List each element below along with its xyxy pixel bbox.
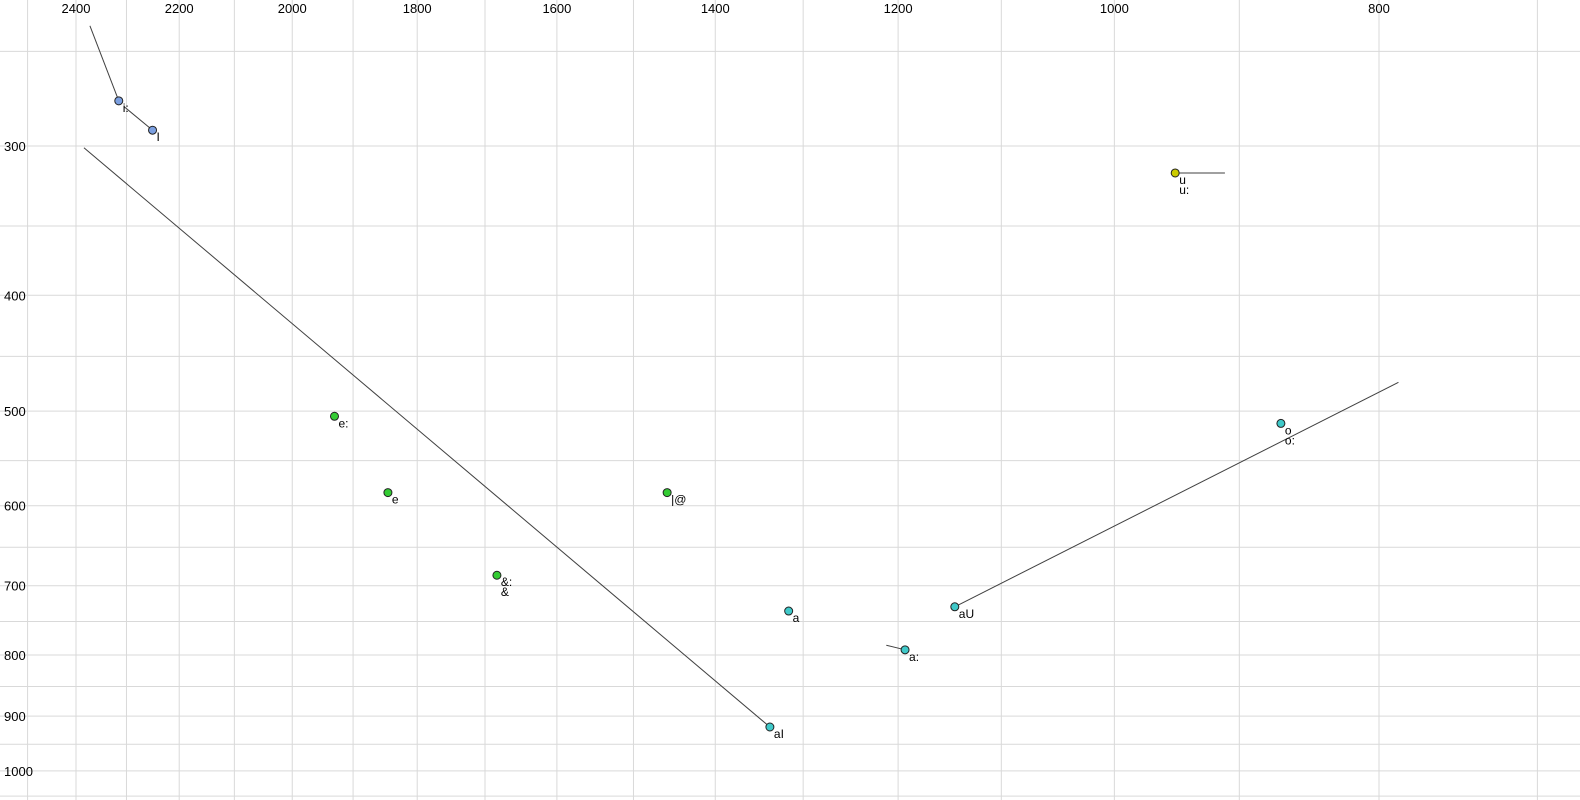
vowel-label-schwa: |@ [671, 493, 686, 507]
vowel-label-a: a [793, 611, 800, 625]
vowel-point-a-long[interactable] [900, 645, 910, 655]
y-axis-tick-label: 300 [4, 139, 26, 154]
vowel-label-e-long: e: [338, 416, 348, 430]
vowel-point-a[interactable] [784, 606, 794, 616]
vowel-point-o[interactable] [1276, 418, 1286, 428]
vowel-label-e: e [392, 493, 399, 507]
vowel-label-aI: aI [774, 727, 784, 741]
vowel-label-u-1: u: [1179, 183, 1189, 197]
y-axis-tick-label: 500 [4, 404, 26, 419]
vowel-point-u[interactable] [1170, 168, 1180, 178]
trajectory-line-aI [83, 147, 771, 728]
vowel-point-aU[interactable] [950, 602, 960, 612]
vowel-point-e-long[interactable] [329, 411, 339, 421]
vowel-label-i-long: i: [123, 101, 129, 115]
vowel-label-ae: &: [501, 575, 512, 589]
vowel-label-aU: aU [959, 607, 974, 621]
vowel-point-i-long[interactable] [114, 96, 124, 106]
vowel-label-o-1: o: [1285, 433, 1295, 447]
y-axis-tick-label: 400 [4, 288, 26, 303]
y-axis-tick-label: 1000 [4, 764, 33, 779]
y-axis-tick-label: 800 [4, 648, 26, 663]
vowel-label-o: o [1285, 423, 1292, 437]
y-axis-tick-label: 600 [4, 499, 26, 514]
x-axis-tick-label: 2000 [278, 1, 307, 16]
vowel-point-ae[interactable] [492, 570, 502, 580]
x-axis-tick-label: 800 [1368, 1, 1390, 16]
y-axis-tick-label: 900 [4, 709, 26, 724]
trajectory-line-I [123, 106, 153, 131]
x-axis-tick-label: 1800 [403, 1, 432, 16]
x-axis-tick-label: 2200 [165, 1, 194, 16]
trajectory-line-aU [954, 381, 1399, 608]
vowel-point-I[interactable] [148, 125, 158, 135]
x-axis-tick-label: 2400 [62, 1, 91, 16]
vowel-label-I: I [157, 130, 160, 144]
x-axis-tick-label: 1400 [701, 1, 730, 16]
trajectory-line-i-long [89, 25, 120, 102]
x-axis-tick-label: 1600 [542, 1, 571, 16]
x-axis-tick-label: 1000 [1100, 1, 1129, 16]
vowel-point-schwa[interactable] [662, 488, 672, 498]
vowel-label-u: u [1179, 173, 1186, 187]
vowel-label-ae-1: & [501, 585, 509, 599]
y-axis-tick-label: 700 [4, 579, 26, 594]
x-axis-tick-label: 1200 [884, 1, 913, 16]
vowel-point-e[interactable] [383, 488, 393, 498]
vowel-point-aI[interactable] [765, 722, 775, 732]
vowel-label-a-long: a: [909, 650, 919, 664]
